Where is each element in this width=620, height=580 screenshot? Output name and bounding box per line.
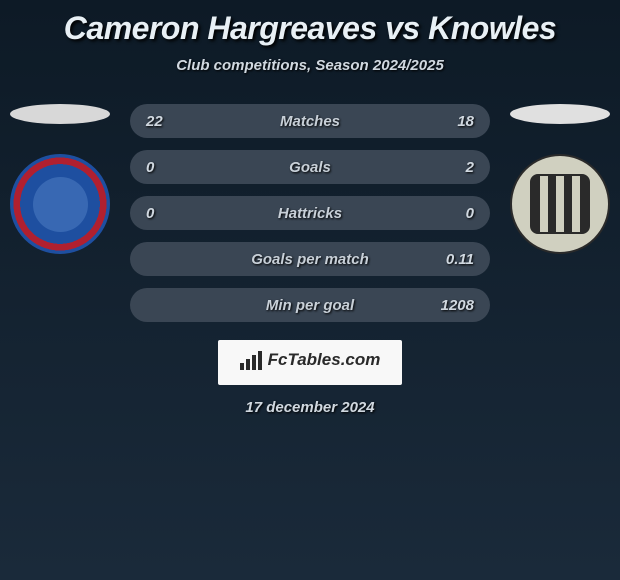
stat-label: Goals per match [196, 251, 424, 268]
stat-row-hattricks: 0 Hattricks 0 [130, 196, 490, 230]
stat-row-matches: 22 Matches 18 [130, 104, 490, 138]
aldershot-badge-icon [10, 154, 110, 254]
fgr-inner-icon [530, 174, 590, 234]
stats-list: 22 Matches 18 0 Goals 2 0 Hattricks 0 Go… [120, 104, 500, 322]
bars-icon [240, 351, 262, 370]
stat-right-value: 0 [424, 205, 474, 222]
date: 17 december 2024 [0, 399, 620, 416]
page-title: Cameron Hargreaves vs Knowles [0, 10, 620, 47]
stat-right-value: 0.11 [424, 251, 474, 268]
subtitle: Club competitions, Season 2024/2025 [0, 57, 620, 74]
stat-row-gpm: Goals per match 0.11 [130, 242, 490, 276]
brand: FcTables.com [240, 350, 381, 370]
right-side [500, 104, 620, 254]
stat-row-mpg: Min per goal 1208 [130, 288, 490, 322]
footer: FcTables.com 17 december 2024 [0, 340, 620, 416]
left-side [0, 104, 120, 254]
forest-green-badge-icon [510, 154, 610, 254]
brand-box: FcTables.com [218, 340, 403, 385]
brand-text: FcTables.com [268, 350, 381, 370]
stat-label: Goals [196, 159, 424, 176]
stat-right-value: 2 [424, 159, 474, 176]
stat-left-value: 22 [146, 113, 196, 130]
left-ellipse-icon [10, 104, 110, 124]
stat-label: Hattricks [196, 205, 424, 222]
stat-left-value: 0 [146, 205, 196, 222]
stat-right-value: 1208 [424, 297, 474, 314]
stat-label: Min per goal [196, 297, 424, 314]
columns: 22 Matches 18 0 Goals 2 0 Hattricks 0 Go… [0, 104, 620, 322]
stat-label: Matches [196, 113, 424, 130]
right-ellipse-icon [510, 104, 610, 124]
stat-right-value: 18 [424, 113, 474, 130]
stat-row-goals: 0 Goals 2 [130, 150, 490, 184]
stat-left-value: 0 [146, 159, 196, 176]
comparison-card: Cameron Hargreaves vs Knowles Club compe… [0, 0, 620, 426]
